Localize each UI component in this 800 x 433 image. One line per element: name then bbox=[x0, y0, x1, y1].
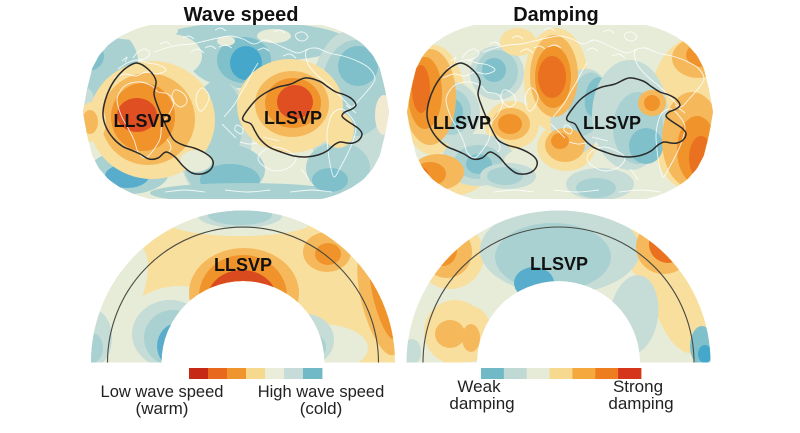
svg-text:(cold): (cold) bbox=[300, 399, 343, 418]
svg-text:LLSVP: LLSVP bbox=[583, 113, 641, 133]
svg-text:High wave speed: High wave speed bbox=[258, 383, 385, 401]
svg-text:LLSVP: LLSVP bbox=[113, 111, 171, 131]
svg-text:Strong: Strong bbox=[613, 377, 663, 396]
svg-text:LLSVP: LLSVP bbox=[433, 113, 491, 133]
svg-text:Weak: Weak bbox=[457, 377, 501, 396]
svg-text:damping: damping bbox=[608, 394, 673, 413]
svg-text:Wave speed: Wave speed bbox=[184, 4, 299, 26]
svg-text:LLSVP: LLSVP bbox=[264, 108, 322, 128]
svg-text:LLSVP: LLSVP bbox=[530, 254, 588, 274]
svg-text:LLSVP: LLSVP bbox=[214, 255, 272, 275]
svg-text:Damping: Damping bbox=[513, 4, 599, 26]
svg-text:damping: damping bbox=[449, 394, 514, 413]
svg-text:(warm): (warm) bbox=[136, 399, 189, 418]
svg-text:Low wave speed: Low wave speed bbox=[101, 383, 224, 401]
